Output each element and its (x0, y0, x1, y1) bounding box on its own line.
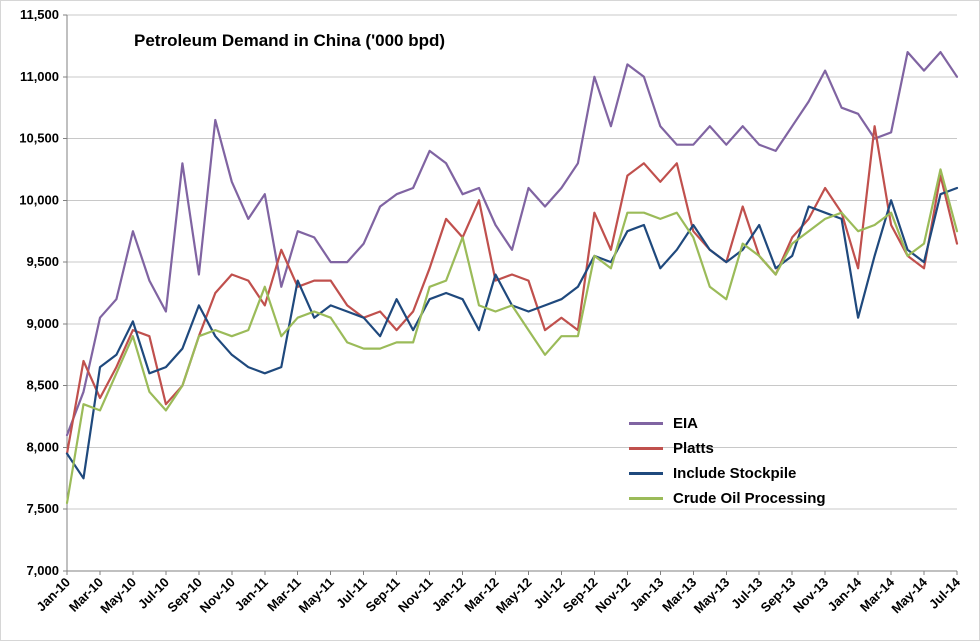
svg-text:Jan-14: Jan-14 (824, 574, 864, 614)
legend-label: Include Stockpile (673, 465, 797, 482)
svg-text:Jan-13: Jan-13 (627, 575, 667, 615)
series-line-eia (65, 50, 959, 437)
svg-text:May-13: May-13 (691, 575, 733, 617)
svg-text:Sep-10: Sep-10 (164, 575, 205, 616)
legend-label: Crude Oil Processing (673, 490, 826, 507)
svg-text:May-11: May-11 (296, 575, 337, 616)
chart-title: Petroleum Demand in China ('000 bpd) (134, 31, 446, 50)
legend-item-eia: EIA (629, 411, 879, 436)
legend-item-platts: Platts (629, 436, 879, 461)
svg-text:Nov-11: Nov-11 (395, 575, 436, 616)
svg-text:Sep-12: Sep-12 (560, 575, 601, 616)
chart-legend: EIA Platts Include Stockpile Crude Oil P… (629, 411, 879, 511)
svg-text:Jul-14: Jul-14 (926, 574, 964, 612)
svg-text:9,000: 9,000 (26, 316, 59, 331)
series-line-platts (65, 125, 959, 455)
legend-item-crude-oil-processing: Crude Oil Processing (629, 486, 879, 511)
legend-label: Platts (673, 440, 714, 457)
legend-item-include-stockpile: Include Stockpile (629, 461, 879, 486)
svg-text:Nov-13: Nov-13 (790, 575, 831, 616)
svg-text:11,500: 11,500 (20, 7, 59, 22)
svg-text:May-10: May-10 (97, 575, 139, 617)
svg-text:Sep-13: Sep-13 (758, 575, 799, 616)
svg-text:9,500: 9,500 (26, 254, 59, 269)
svg-text:10,500: 10,500 (19, 131, 59, 146)
legend-line-swatch-platts (629, 447, 663, 450)
legend-line-swatch-crude-oil-processing (629, 497, 663, 500)
svg-text:May-12: May-12 (493, 575, 535, 617)
legend-label: EIA (673, 415, 699, 432)
svg-text:Nov-10: Nov-10 (197, 575, 238, 616)
svg-text:10,000: 10,000 (19, 192, 59, 207)
series-line-crude-oil-processing (65, 168, 959, 505)
legend-line-swatch-eia (629, 422, 663, 425)
svg-text:Sep-11: Sep-11 (363, 575, 403, 615)
svg-text:8,500: 8,500 (26, 378, 59, 393)
svg-text:7,000: 7,000 (26, 563, 59, 578)
svg-text:Jan-11: Jan-11 (232, 575, 271, 614)
svg-text:11,000: 11,000 (20, 69, 59, 84)
svg-text:Jan-12: Jan-12 (429, 575, 469, 615)
legend-line-swatch-include-stockpile (629, 472, 663, 475)
svg-text:8,000: 8,000 (26, 439, 59, 454)
svg-text:7,500: 7,500 (26, 501, 59, 516)
svg-text:Jan-10: Jan-10 (33, 575, 73, 615)
svg-text:Nov-12: Nov-12 (592, 575, 633, 616)
svg-text:May-14: May-14 (888, 574, 930, 616)
